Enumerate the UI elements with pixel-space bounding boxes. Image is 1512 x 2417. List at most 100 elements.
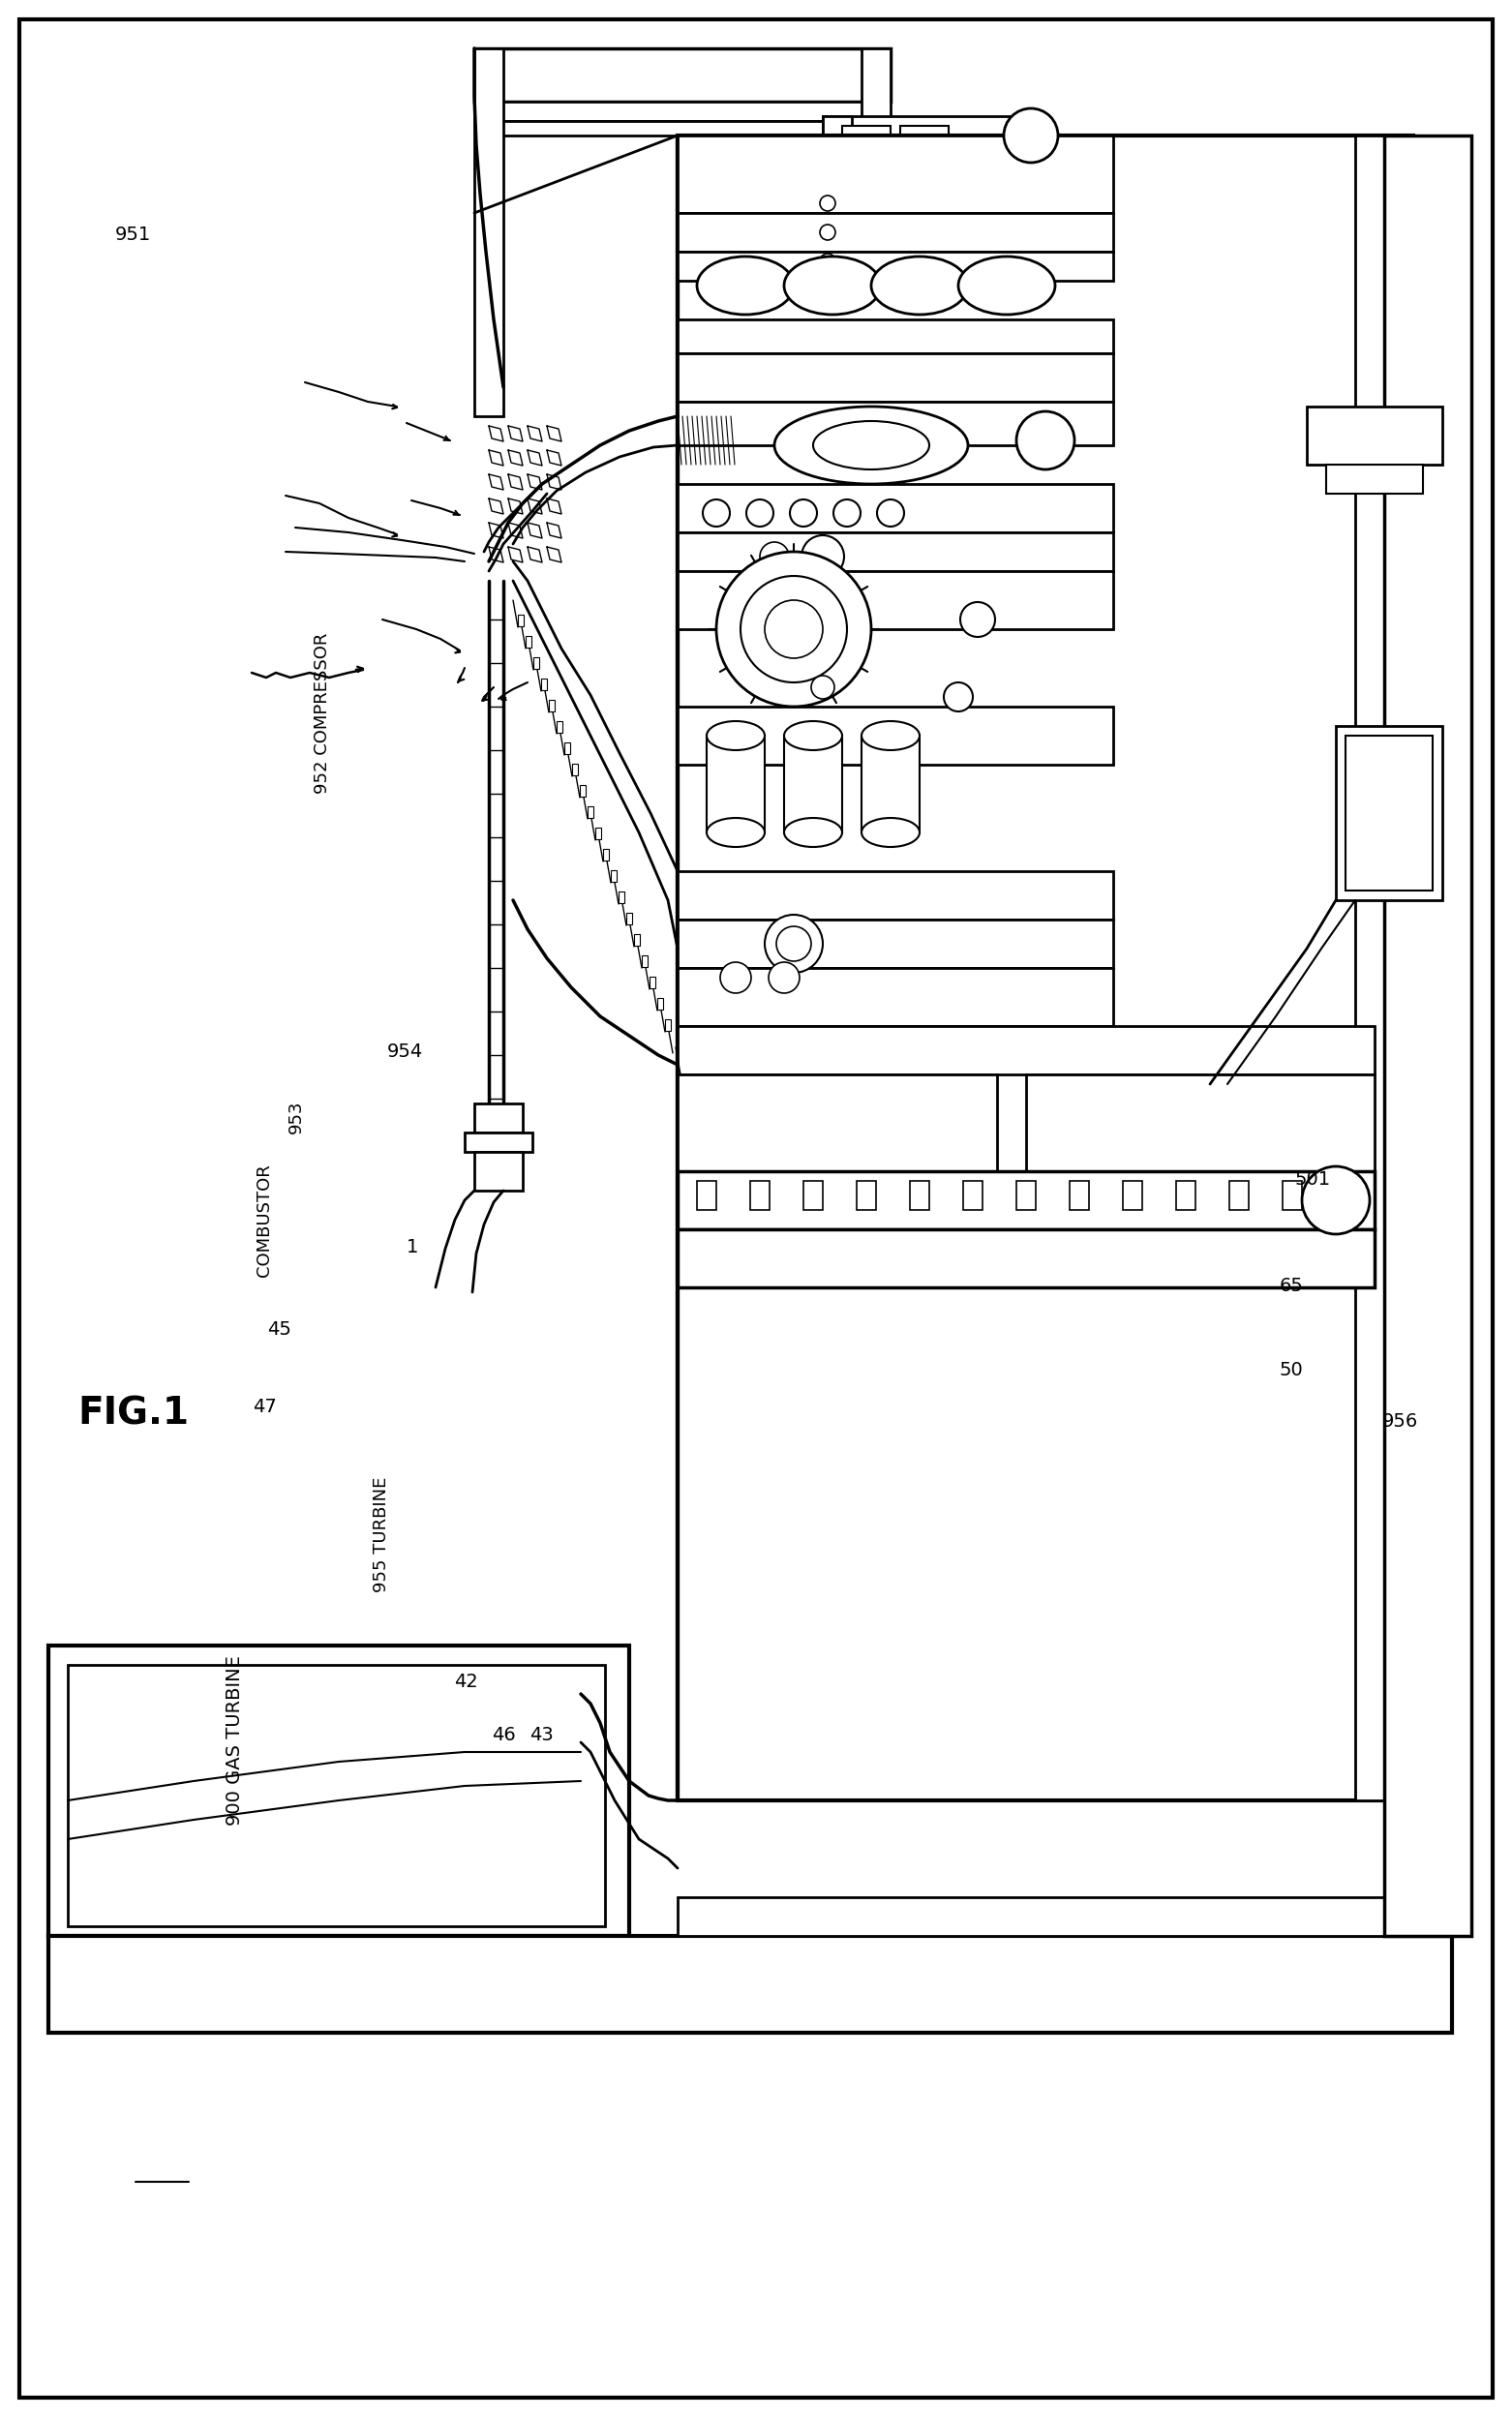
Text: FIG.1: FIG.1 <box>77 1395 189 1433</box>
Text: 951: 951 <box>115 225 151 244</box>
Bar <box>1123 1182 1142 1211</box>
Circle shape <box>768 962 800 993</box>
Text: 501: 501 <box>1294 1170 1331 1189</box>
Text: 956: 956 <box>1382 1412 1418 1431</box>
Bar <box>677 353 1113 401</box>
Bar <box>842 126 891 140</box>
Ellipse shape <box>862 817 919 846</box>
Bar <box>48 1936 1452 2033</box>
Circle shape <box>747 500 774 527</box>
Bar <box>677 401 1113 445</box>
Ellipse shape <box>774 406 968 483</box>
Bar <box>579 786 585 798</box>
Bar <box>464 1134 532 1153</box>
Bar <box>750 1182 770 1211</box>
Ellipse shape <box>785 720 842 749</box>
Bar <box>484 102 881 121</box>
Bar <box>677 135 1414 1801</box>
Circle shape <box>943 682 972 711</box>
Text: 900 GAS TURBINE: 900 GAS TURBINE <box>225 1656 243 1825</box>
Ellipse shape <box>785 256 881 314</box>
Bar <box>1306 406 1442 464</box>
Bar <box>618 892 624 904</box>
Bar <box>677 532 1113 570</box>
Bar <box>564 742 570 754</box>
Text: COMBUSTOR: COMBUSTOR <box>256 1165 274 1276</box>
Bar <box>803 1182 823 1211</box>
Bar <box>1176 1182 1196 1211</box>
Bar <box>862 48 891 416</box>
Ellipse shape <box>706 817 765 846</box>
Bar <box>706 735 765 831</box>
Ellipse shape <box>871 256 968 314</box>
Ellipse shape <box>785 817 842 846</box>
Circle shape <box>776 926 810 962</box>
Circle shape <box>801 534 844 578</box>
Ellipse shape <box>813 421 930 469</box>
Bar <box>1069 1182 1089 1211</box>
Circle shape <box>761 541 789 570</box>
Bar <box>862 735 919 831</box>
Bar <box>1346 735 1433 889</box>
Bar <box>677 1076 996 1172</box>
Bar <box>534 657 540 670</box>
Circle shape <box>1302 1167 1370 1235</box>
Bar <box>1229 1182 1249 1211</box>
Bar <box>677 1897 1414 1936</box>
Bar <box>556 720 562 732</box>
Bar <box>1335 725 1442 899</box>
Text: 42: 42 <box>454 1673 478 1692</box>
Bar <box>857 1182 875 1211</box>
Bar <box>900 126 948 140</box>
Bar <box>626 914 632 923</box>
Circle shape <box>789 500 816 527</box>
Ellipse shape <box>697 256 794 314</box>
Bar <box>475 48 503 416</box>
Bar <box>677 570 1113 628</box>
Bar <box>1335 1182 1355 1211</box>
Bar <box>519 614 523 626</box>
Bar <box>677 967 1113 1027</box>
Text: 953: 953 <box>287 1100 305 1134</box>
Bar <box>823 116 1016 145</box>
Circle shape <box>717 551 871 706</box>
Text: 952 COMPRESSOR: 952 COMPRESSOR <box>313 633 331 793</box>
Ellipse shape <box>959 256 1055 314</box>
Bar <box>541 679 547 691</box>
Text: 47: 47 <box>253 1397 277 1416</box>
Bar <box>475 48 891 102</box>
Bar <box>549 701 555 711</box>
Circle shape <box>765 599 823 657</box>
Text: 955 TURBINE: 955 TURBINE <box>372 1477 390 1593</box>
Bar <box>677 870 1113 918</box>
Bar <box>963 1182 983 1211</box>
Bar <box>596 827 602 839</box>
Bar <box>1027 1076 1374 1172</box>
Text: 954: 954 <box>387 1042 423 1061</box>
Circle shape <box>820 254 835 268</box>
Circle shape <box>820 196 835 210</box>
Bar <box>475 1153 523 1192</box>
Circle shape <box>703 500 730 527</box>
Text: 50: 50 <box>1279 1361 1303 1380</box>
Bar <box>677 483 1113 532</box>
Text: 43: 43 <box>529 1726 553 1745</box>
Bar <box>48 1646 629 1936</box>
Bar <box>1383 135 1471 1936</box>
Bar <box>494 121 871 135</box>
Bar <box>823 116 851 213</box>
Bar <box>677 213 1113 251</box>
Bar <box>658 998 664 1010</box>
Bar <box>677 706 1113 764</box>
Circle shape <box>810 677 835 699</box>
Circle shape <box>960 602 995 638</box>
Bar <box>677 1172 1374 1230</box>
Bar <box>677 319 1113 353</box>
Bar <box>1326 464 1423 493</box>
Circle shape <box>833 500 860 527</box>
Bar <box>677 918 1113 967</box>
Bar <box>1016 1182 1036 1211</box>
Bar <box>697 1182 717 1211</box>
Bar <box>588 807 593 817</box>
Bar <box>475 1105 523 1134</box>
